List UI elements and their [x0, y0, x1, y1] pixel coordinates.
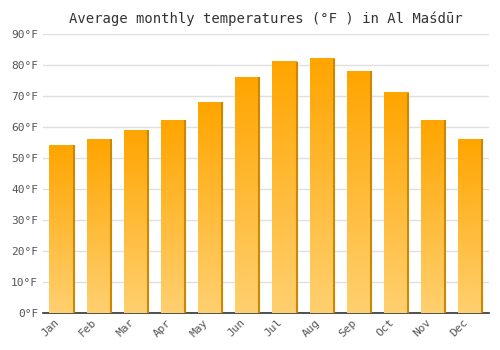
- Title: Average monthly temperatures (°F ) in Al Maśdūr: Average monthly temperatures (°F ) in Al…: [69, 11, 462, 26]
